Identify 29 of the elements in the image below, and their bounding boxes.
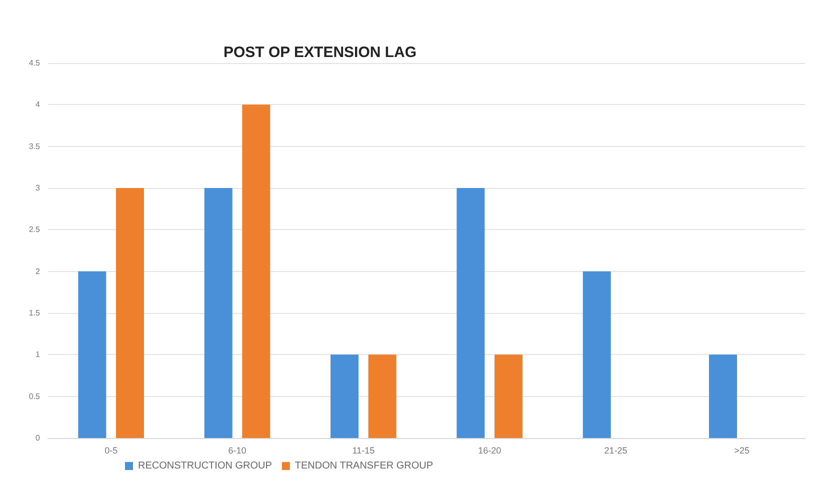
x-tick-label: 6-10 <box>228 446 246 456</box>
x-tick-label: 0-5 <box>104 446 118 456</box>
x-tick-label: 21-25 <box>604 446 628 456</box>
y-tick-label: 2.5 <box>28 225 41 234</box>
y-tick-label: 3 <box>36 184 41 192</box>
bar <box>456 188 485 438</box>
legend-label: TENDON TRANSFER GROUP <box>294 460 434 472</box>
bar <box>368 354 396 438</box>
bar <box>78 271 106 438</box>
y-tick-label: 2 <box>36 266 41 276</box>
bar <box>494 354 522 438</box>
x-tick-label: 16-20 <box>478 446 502 456</box>
y-tick-label: 1.5 <box>28 308 41 318</box>
bar <box>709 354 738 438</box>
y-tick-label: 0.5 <box>28 392 41 401</box>
y-tick-label: 4.5 <box>28 58 41 68</box>
y-tick-label: 0 <box>36 434 41 442</box>
bar <box>204 188 232 438</box>
x-tick-label: >25 <box>734 446 750 456</box>
y-tick-label: 4 <box>36 100 41 110</box>
bar <box>330 354 359 438</box>
chart-title: POST OP EXTENSION LAG <box>223 44 417 61</box>
y-tick-label: 3.5 <box>28 142 41 151</box>
y-tick-label: 1 <box>36 350 41 360</box>
x-tick-label: 11-15 <box>352 446 375 456</box>
bar <box>116 188 144 438</box>
bar <box>242 104 270 438</box>
bar <box>582 271 611 438</box>
legend-label: RECONSTRUCTION GROUP <box>138 460 272 472</box>
